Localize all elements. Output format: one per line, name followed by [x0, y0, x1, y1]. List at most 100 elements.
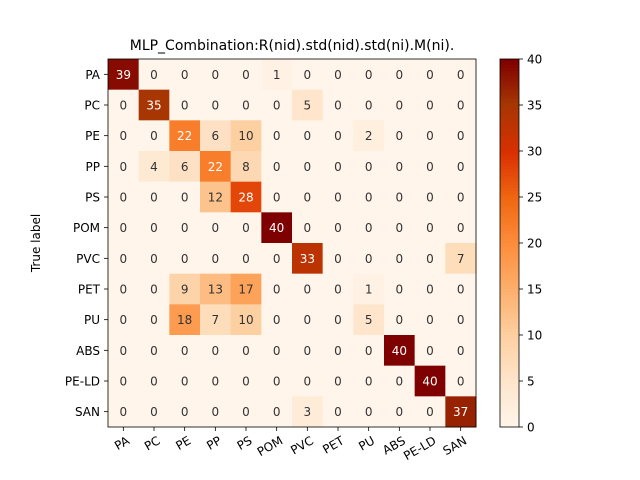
- heatmap-cell: [200, 335, 232, 367]
- heatmap-cell: [108, 365, 140, 397]
- colorbar-segment: [500, 89, 519, 94]
- x-tick-label: PP: [204, 433, 224, 452]
- colorbar-segment: [500, 123, 519, 128]
- cell-value-label: 0: [396, 252, 404, 266]
- heatmap-cell: [261, 273, 293, 305]
- heatmap-cells: 39 0 0 0 0 1 0 0 0 0 0 00 35 0 0 0 0 5 0 0 0 0 00 0 22 6 10 0 0 0 2 0 0 0…: [107, 58, 477, 428]
- x-tick-label: PU: [356, 433, 377, 453]
- colorbar-segment: [500, 267, 519, 272]
- cell-value-label: 0: [457, 283, 465, 297]
- cell-value-label: 0: [150, 252, 158, 266]
- colorbar-segment: [500, 59, 519, 63]
- cell-value-label: 0: [273, 405, 281, 419]
- colorbar-segment: [500, 258, 519, 262]
- plot-frame: [107, 58, 477, 428]
- heatmap-cell: [322, 365, 354, 397]
- colorbar-segment: [500, 341, 519, 345]
- cell-value-label: 0: [304, 283, 312, 297]
- colorbar-segment: [500, 384, 519, 388]
- colorbar-segment: [500, 151, 519, 155]
- colorbar-segment: [500, 175, 519, 180]
- cell-value-label: 0: [304, 375, 312, 389]
- cell-value-label: 0: [457, 160, 465, 174]
- y-tick-label: PC: [84, 99, 100, 113]
- heatmap-cell: [200, 89, 232, 121]
- cell-value-label: 40: [392, 344, 407, 358]
- cell-value-label: 0: [304, 129, 312, 143]
- colorbar-segment: [500, 276, 519, 281]
- colorbar-segment: [500, 62, 519, 66]
- colorbar-tick-label: 20: [527, 237, 542, 251]
- colorbar-tick-label: 5: [527, 375, 535, 389]
- heatmap-cell: [353, 304, 385, 336]
- heatmap-cell: [169, 59, 201, 91]
- heatmap-cell: [230, 273, 262, 305]
- cell-value-label: 0: [457, 99, 465, 113]
- heatmap-cell: [169, 89, 201, 121]
- colorbar-segment: [500, 252, 519, 256]
- cell-value-label: 0: [334, 68, 342, 82]
- cell-value-label: 0: [365, 160, 373, 174]
- y-tick-label: PVC: [76, 252, 100, 266]
- cell-value-label: 0: [120, 129, 128, 143]
- cell-value-label: 0: [426, 313, 434, 327]
- colorbar-segment: [500, 157, 519, 161]
- heatmap-cell: [445, 243, 477, 275]
- heatmap-cell: [322, 243, 354, 275]
- colorbar-segment: [500, 405, 519, 410]
- colorbar-segment: [500, 163, 519, 167]
- colorbar-tick-label: 25: [527, 191, 542, 205]
- colorbar-segment: [500, 423, 519, 428]
- colorbar-segment: [500, 200, 519, 204]
- colorbar-segment: [500, 141, 519, 146]
- heatmap-cell: [169, 243, 201, 275]
- cell-value-label: 39: [116, 68, 131, 82]
- cell-value-label: 0: [457, 129, 465, 143]
- cell-value-label: 0: [334, 129, 342, 143]
- cell-value-label: 0: [181, 375, 189, 389]
- cell-value-label: 0: [181, 221, 189, 235]
- colorbar-segment: [500, 371, 519, 376]
- y-axis-ticks: PA PC PE PP PS POM PVC PET PU ABS PE-LD SAN: [65, 68, 108, 419]
- colorbar-segment: [500, 65, 519, 69]
- heatmap-cell: [292, 181, 324, 213]
- colorbar-segment: [500, 362, 519, 367]
- cell-value-label: 37: [453, 405, 468, 419]
- y-tick-label: PE: [85, 129, 100, 143]
- colorbar-segment: [500, 282, 519, 287]
- colorbar-tick-label: 10: [527, 329, 542, 343]
- colorbar-segment: [500, 368, 519, 373]
- heatmap-cell: [169, 151, 201, 183]
- heatmap-cell: [384, 120, 416, 152]
- cell-value-label: 0: [242, 68, 250, 82]
- y-tick-label: SAN: [75, 405, 100, 419]
- cell-value-label: 6: [181, 160, 189, 174]
- y-tick-label: PE-LD: [65, 375, 100, 389]
- heatmap-cell: [353, 273, 385, 305]
- cell-value-label: 3: [304, 405, 312, 419]
- heatmap-cell: [353, 396, 385, 428]
- cell-value-label: 0: [150, 313, 158, 327]
- heatmap-cell: [353, 89, 385, 121]
- cell-value-label: 0: [212, 405, 220, 419]
- heatmap-cell: [169, 120, 201, 152]
- colorbar-segment: [500, 92, 519, 97]
- colorbar-segment: [500, 365, 519, 370]
- heatmap-cell: [292, 89, 324, 121]
- heatmap-cell: [322, 212, 354, 244]
- colorbar-segment: [500, 255, 519, 259]
- colorbar-segment: [500, 239, 519, 244]
- colorbar-segment: [500, 304, 519, 308]
- cell-value-label: 13: [208, 283, 223, 297]
- cell-value-label: 0: [334, 252, 342, 266]
- cell-value-label: 0: [120, 405, 128, 419]
- heatmap-cell: [230, 243, 262, 275]
- cell-value-label: 0: [365, 99, 373, 113]
- heatmap-cell: [322, 304, 354, 336]
- colorbar-segment: [500, 178, 519, 183]
- cell-value-label: 0: [120, 313, 128, 327]
- heatmap-cell: [200, 59, 232, 91]
- heatmap-cell: [108, 243, 140, 275]
- cell-value-label: 40: [269, 221, 284, 235]
